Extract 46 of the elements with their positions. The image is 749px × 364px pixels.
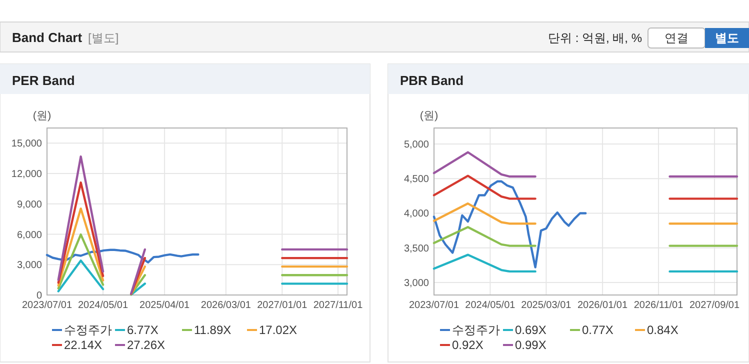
legend-label: 0.69X <box>515 323 546 337</box>
y-tick-label: 15,000 <box>11 138 42 150</box>
x-tick-label: 2025/03/01 <box>521 300 572 311</box>
x-tick-label: 2023/07/01 <box>22 300 72 311</box>
x-tick-label: 2023/07/01 <box>408 300 460 311</box>
y-tick-label: 4,500 <box>404 174 430 186</box>
legend-label: 22.14X <box>64 338 102 352</box>
y-axis-title: (원) <box>420 110 438 122</box>
text: Band Chart <box>12 30 83 45</box>
legend-label: 0.77X <box>582 323 614 337</box>
y-axis-title: (원) <box>32 110 52 122</box>
line-series <box>432 180 587 268</box>
x-tick-label: 2026/03/01 <box>200 300 252 311</box>
y-tick-label: 4,000 <box>404 208 430 220</box>
y-tick-label: 6,000 <box>16 230 42 241</box>
legend-label: 11.89X <box>194 323 232 337</box>
legend-label: 0.92X <box>452 338 484 352</box>
legend-label: 수정주가 <box>64 323 112 337</box>
legend-label: 27.26X <box>127 338 166 352</box>
x-tick-label: 2027/01/01 <box>257 300 308 311</box>
y-tick-label: 3,000 <box>16 260 42 272</box>
x-tick-label: 2024/05/01 <box>78 300 128 311</box>
x-tick-label: 2027/09/01 <box>689 300 740 311</box>
line-series <box>46 248 200 264</box>
y-tick-label: 3,000 <box>404 278 430 290</box>
text: [별도] <box>88 31 119 45</box>
x-tick-label: 2025/04/01 <box>140 300 190 311</box>
y-tick-label: 5,000 <box>404 139 430 150</box>
text: 연결 <box>664 31 688 45</box>
chart-title: PBR Band <box>400 73 464 88</box>
text: 별도 <box>715 31 739 45</box>
legend-label: 수정주가 <box>452 323 500 337</box>
legend-label: 0.84X <box>647 323 678 337</box>
chart-title: PER Band <box>12 73 75 88</box>
y-tick-label: 3,500 <box>404 243 430 254</box>
legend-label: 17.02X <box>259 323 298 337</box>
y-tick-label: 0 <box>36 290 42 302</box>
text: 단위 : 억원, 배, % <box>548 31 642 45</box>
x-tick-label: 2024/05/01 <box>465 300 516 311</box>
x-tick-label: 2026/01/01 <box>578 300 628 311</box>
y-tick-label: 9,000 <box>16 199 42 210</box>
legend-label: 0.99X <box>515 338 546 352</box>
legend-label: 6.77X <box>127 323 158 337</box>
x-tick-label: 2026/11/01 <box>634 300 684 311</box>
y-tick-label: 12,000 <box>11 169 42 180</box>
x-tick-label: 2027/11/01 <box>313 300 364 311</box>
